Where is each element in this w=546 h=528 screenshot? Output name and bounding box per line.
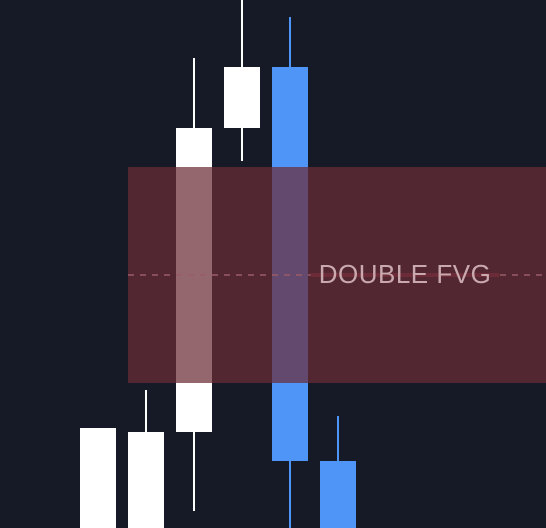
candle-body [224,67,260,128]
fvg-label-gap [310,273,500,277]
fvg-zone-label: DOUBLE FVG [319,259,492,289]
candle-body [128,432,164,528]
fvg-zone-layer: DOUBLE FVG [128,167,546,383]
candle-body [320,461,356,528]
candle-6 [320,416,356,528]
candle-body [80,428,116,528]
candle-2 [128,390,164,528]
candle-1 [80,428,116,528]
candle-4 [224,0,260,161]
